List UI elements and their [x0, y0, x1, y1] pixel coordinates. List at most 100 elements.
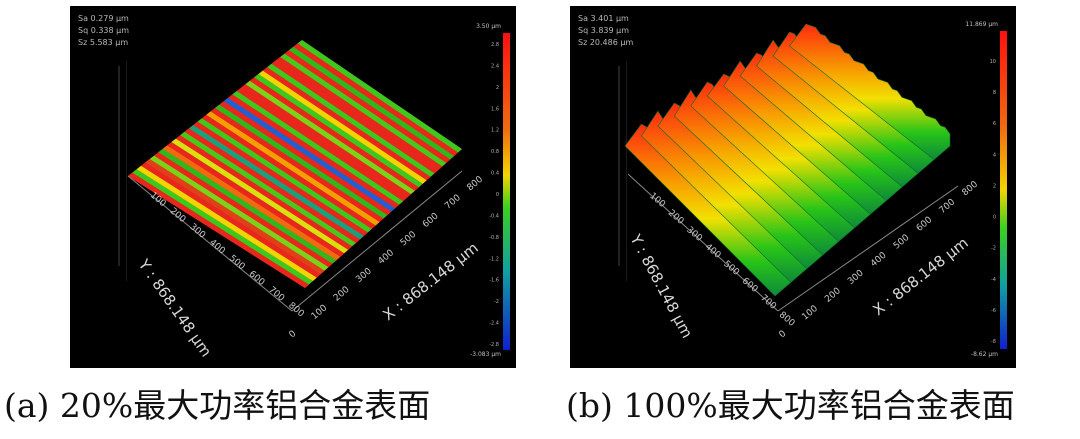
colorbar-tick: -1.6 [489, 278, 499, 284]
x-tick-label: 0 [778, 329, 789, 341]
colorbar-tick: 1.6 [491, 106, 499, 112]
colorbar-ticks-a: 2.8 2.4 2 1.6 1.2 0.8 0.4 0 -0.4 -0.8 -1.2 -1.6 -2 -2… [489, 42, 499, 348]
colorbar-tick: 2 [993, 183, 996, 189]
x-tick-label: 800 [466, 174, 486, 193]
x-tick-label: 700 [938, 197, 958, 216]
colorbar-tick: -2.4 [489, 321, 499, 327]
surface-stripe [193, 121, 368, 236]
x-tick-label: 100 [310, 303, 330, 322]
y-tick-label: 600 [740, 276, 760, 295]
surface-stripe [293, 43, 459, 156]
surface-stripe [132, 169, 313, 285]
surface-stripe [297, 40, 462, 153]
y-axis-line [127, 175, 293, 312]
colorbar-tick: -8 [991, 339, 996, 345]
surface-stripe [184, 128, 360, 243]
frame-line [126, 61, 127, 281]
colorbar-min: -8.62 µm [971, 351, 998, 358]
surface-ridge [789, 23, 951, 161]
frame-line [626, 61, 627, 281]
surface-stripe [267, 63, 435, 177]
colorbar-tick: 2.4 [491, 63, 499, 69]
x-axis-line [291, 170, 463, 312]
stat-sz: Sz 20.486 µm [578, 38, 634, 47]
stat-sa: Sa 0.279 µm [78, 14, 129, 23]
colorbar-b [1000, 31, 1007, 349]
surface-stripe [258, 70, 427, 184]
surface-stripe [284, 50, 451, 163]
surface-stripe [175, 135, 353, 250]
colorbar-tick: 0 [993, 215, 996, 221]
x-tick-label: 400 [869, 250, 889, 269]
x-axis-label: X : 868.148 µm [379, 239, 481, 324]
colorbar-a [503, 33, 510, 350]
colorbar-tick: -1.2 [489, 256, 499, 262]
surface-stripe [288, 46, 455, 160]
x-tick-label: 300 [846, 268, 866, 287]
surface-stripe [236, 87, 408, 202]
y-tick-label: 500 [227, 254, 247, 273]
surface-stripe [145, 159, 325, 275]
y-tick-label: 800 [286, 301, 306, 320]
surface-a-stripes [128, 40, 462, 288]
colorbar-tick: 2 [496, 85, 499, 91]
surface-stripe [141, 162, 321, 278]
x-axis-label: X : 868.148 µm [869, 234, 971, 319]
colorbar-min: -3.083 µm [470, 351, 501, 358]
colorbar-tick: 2.8 [491, 42, 499, 48]
x-tick-label: 700 [443, 193, 463, 212]
surface-stripe [167, 142, 345, 257]
x-tick-label: 600 [915, 215, 935, 234]
caption-a: (a) 20%最大功率铝合金表面 [4, 386, 431, 425]
colorbar-tick: 0.4 [491, 171, 499, 177]
stat-sq: Sq 3.839 µm [578, 26, 630, 35]
x-tick-label: 200 [332, 285, 352, 304]
surface-stripe [262, 67, 431, 181]
colorbar-max: 11.869 µm [965, 21, 998, 28]
surface-stripe [219, 101, 392, 216]
stat-sq: Sq 0.338 µm [78, 26, 130, 35]
surface-stripe [201, 114, 376, 229]
surface-b-ridges [624, 23, 951, 297]
surface-stripe [254, 74, 423, 188]
surface-stripe [232, 91, 404, 205]
surface-plot-a: 100 200 300 400 500 600 700 800 0 100 200 300 400 50… [70, 6, 516, 368]
surface-stripe [197, 118, 372, 233]
surface-stripe [158, 148, 337, 264]
y-axis-label: Y : 868.148 µm [134, 255, 215, 360]
colorbar-ticks-b: 10 8 6 4 2 0 -2 -4 -6 -8 [990, 59, 996, 345]
colorbar-tick: 4 [993, 152, 996, 158]
surface-stripe [228, 94, 400, 209]
surface-stripe [215, 104, 388, 219]
y-tick-label: 600 [247, 269, 267, 288]
y-tick-label: 800 [777, 310, 797, 329]
colorbar-tick: 1.2 [491, 128, 499, 134]
colorbar-tick: -0.8 [489, 235, 499, 241]
roughness-stats-a: Sa 0.279 µm Sq 0.338 µm Sz 5.583 µm [78, 13, 129, 49]
colorbar-tick: -2.8 [489, 342, 499, 348]
surface-stripe [249, 77, 419, 191]
x-tick-label: 300 [354, 266, 374, 285]
x-tick-label: 500 [892, 233, 912, 252]
surface-stripe [162, 145, 341, 261]
surface-stripe [149, 155, 329, 271]
x-tick-label: 200 [823, 286, 843, 305]
surface-stripe [136, 165, 317, 282]
y-axis-line [627, 173, 779, 312]
x-tick-label: 600 [421, 211, 441, 230]
surface-stripe [128, 172, 309, 288]
y-tick-label: 400 [207, 238, 227, 257]
frame-line [118, 66, 120, 266]
caption-b: (b) 100%最大功率铝合金表面 [566, 386, 1015, 425]
stat-sa: Sa 3.401 µm [578, 14, 629, 23]
y-tick-label: 700 [266, 285, 286, 304]
colorbar-tick: 10 [990, 59, 996, 65]
colorbar-tick: -4 [991, 277, 996, 283]
surface-stripe [210, 108, 384, 222]
surface-stripe [171, 138, 349, 254]
roughness-stats-b: Sa 3.401 µm Sq 3.839 µm Sz 20.486 µm [578, 13, 633, 49]
surface-stripe [180, 131, 357, 247]
surface-stripe [245, 80, 415, 195]
